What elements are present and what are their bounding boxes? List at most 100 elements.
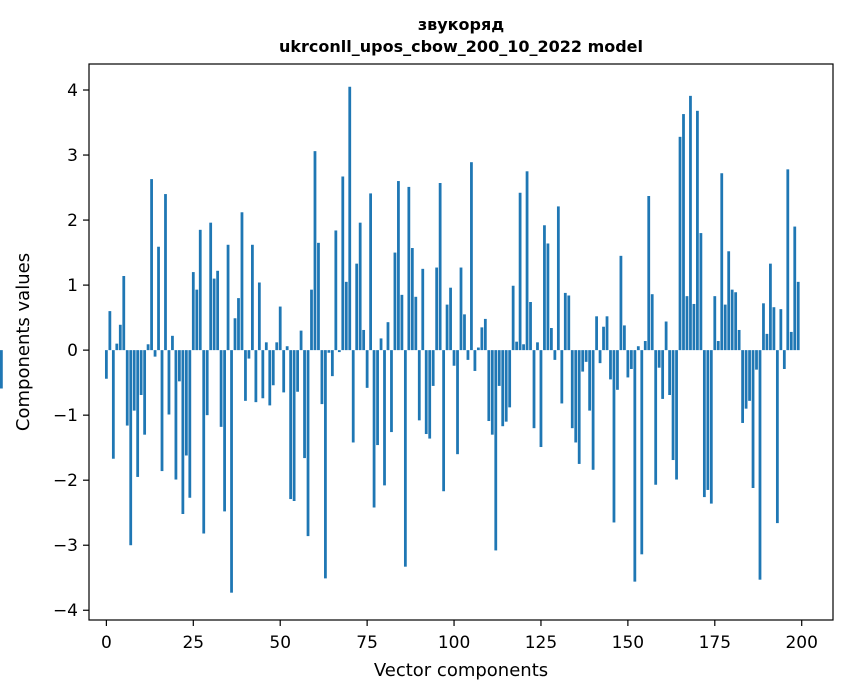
bar-component-56: [299, 330, 303, 351]
bar-component-143: [602, 326, 605, 351]
bar-component-190: [765, 333, 769, 351]
bar-component-199: [796, 281, 800, 351]
bar-component-181: [734, 292, 738, 351]
bar-component-55: [296, 350, 299, 392]
bar-component-187: [755, 350, 758, 370]
bar-component-112: [494, 350, 498, 551]
bar-component-82: [390, 350, 393, 433]
bar-component-115: [504, 350, 508, 422]
bar-component-6: [125, 350, 129, 426]
bar-component-27: [198, 229, 202, 351]
bar-component-25: [191, 272, 195, 351]
bar-component-135: [574, 350, 578, 443]
y-tick-label: 0: [67, 341, 78, 361]
bar-component-197: [789, 331, 793, 351]
bar-component-183: [741, 350, 744, 423]
bar-component-179: [727, 251, 731, 351]
bar-component-88: [410, 248, 414, 351]
bar-component-182: [737, 329, 741, 351]
y-tick-label: 1: [67, 276, 78, 296]
bar-component-42: [251, 244, 254, 351]
bar-component-67: [337, 350, 341, 353]
y-axis: −4 −3 −2 −1 0 1 2 3 4: [53, 81, 89, 621]
bar-component-23: [184, 350, 188, 456]
bar-component-53: [289, 350, 293, 500]
bar-component-76: [369, 193, 372, 351]
bar-component-141: [595, 316, 598, 351]
bar-component-2: [111, 350, 115, 459]
y-tick-label: 4: [67, 81, 78, 101]
bar-component-172: [702, 350, 706, 498]
bar-component-69: [344, 281, 348, 351]
bar-component-32: [216, 270, 220, 351]
bar-component-128: [550, 328, 553, 351]
bar-component-46: [264, 342, 268, 351]
bar-component-91: [421, 268, 425, 351]
bar-component-193: [775, 350, 779, 524]
bar-component-93: [428, 350, 432, 439]
bar-component-57: [303, 350, 306, 459]
bar-component-173: [706, 350, 710, 490]
bar-component-17: [164, 194, 167, 351]
bar-component-7: [129, 350, 133, 546]
x-tick-label: 50: [269, 633, 291, 653]
bar-component-167: [685, 296, 689, 351]
bar-component-113: [497, 350, 501, 386]
bar-component-20: [174, 350, 178, 480]
bar-component-124: [536, 342, 539, 351]
bar-component-28: [202, 350, 206, 534]
y-axis-label: Components values: [13, 253, 34, 431]
bar-component-100: [452, 350, 456, 366]
bar-component-117: [511, 285, 515, 351]
bar-component-155: [643, 341, 647, 351]
bar-component-84: [397, 181, 400, 351]
bar-component-166: [682, 114, 685, 351]
y-tick-label: 3: [67, 146, 78, 166]
bar-component-171: [699, 233, 703, 351]
bar-component-38: [237, 298, 240, 351]
bar-component-104: [466, 350, 470, 360]
bar-component-66: [334, 230, 338, 351]
bar-component-174: [709, 350, 713, 504]
bar-component-106: [473, 350, 477, 371]
x-axis: 0 25 50 75 100 125 150 175 200: [101, 620, 818, 653]
bar-component-133: [567, 295, 571, 351]
bar-component-5: [122, 276, 126, 351]
bar-component-1: [108, 311, 112, 351]
bar-component-0: [104, 350, 108, 379]
bar-component-114: [501, 350, 505, 427]
bar-component-101: [456, 350, 459, 455]
bar-component-185: [748, 350, 751, 401]
bar-component-107: [476, 347, 480, 351]
bar-component-145: [609, 350, 612, 380]
bar-component-147: [616, 350, 619, 390]
bar-component-109: [483, 318, 487, 351]
bar-component-14: [153, 350, 157, 357]
bar-component-22: [181, 350, 185, 514]
bar-component-165: [678, 136, 682, 351]
bar-component-175: [713, 296, 717, 351]
bar-component-184: [744, 350, 748, 409]
x-tick-label: 125: [525, 633, 557, 653]
bar-component-153: [636, 346, 640, 351]
bar-component-13: [150, 179, 153, 351]
bar-component-95: [435, 267, 439, 351]
bar-component-151: [629, 350, 633, 369]
bar-component-undefined: [0, 350, 3, 389]
bar-component-186: [751, 350, 755, 488]
bar-component-120: [522, 344, 525, 351]
bar-component-137: [581, 350, 585, 372]
bar-component-30: [209, 222, 213, 351]
bar-component-136: [577, 350, 581, 464]
bar-component-21: [178, 350, 181, 382]
bar-component-105: [470, 162, 473, 351]
bar-component-50: [278, 306, 282, 351]
bar-component-87: [407, 186, 411, 351]
bar-component-9: [136, 350, 140, 477]
bar-component-43: [254, 350, 258, 403]
bar-component-159: [657, 350, 661, 368]
bar-component-36: [230, 350, 233, 593]
bar-component-31: [212, 278, 216, 351]
bar-component-61: [317, 242, 320, 351]
